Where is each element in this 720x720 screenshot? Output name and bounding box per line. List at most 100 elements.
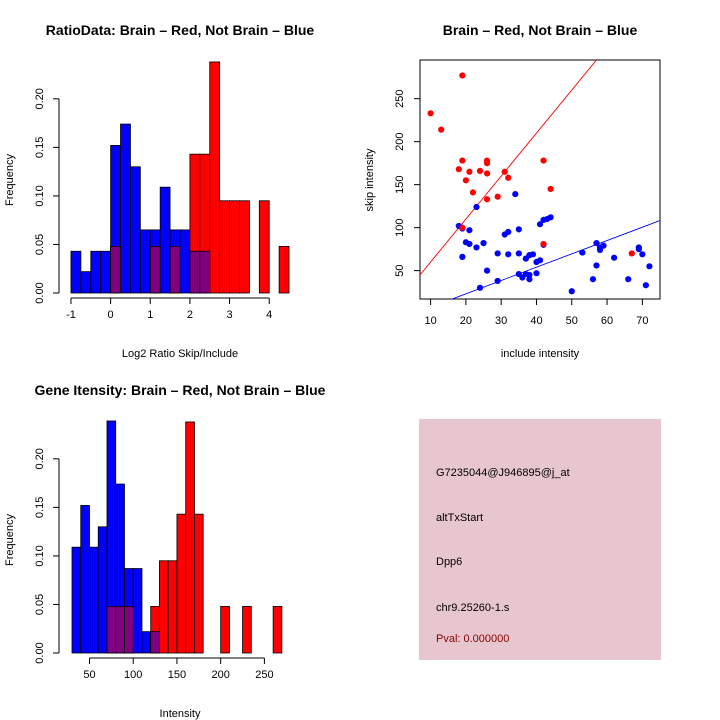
scatter-blue-point-43	[611, 254, 618, 261]
scatter-x-tick-label-1: 20	[460, 315, 472, 327]
scatter-red-point-3	[455, 166, 462, 173]
probe-id-text: G7235044@J946895@j_at	[436, 467, 570, 479]
scatter-blue-point-27	[533, 270, 540, 277]
scatter-plot-panel: Brain – Red, Not Brain – Blue include in…	[364, 22, 661, 360]
scatter-red-point-12	[494, 193, 501, 200]
scatter-x-tick-label-3: 40	[530, 315, 542, 327]
ratio-overlap-bar-13	[199, 250, 211, 294]
scatter-blue-point-44	[625, 276, 632, 283]
scatter-red-point-20	[628, 250, 635, 257]
intensity-blue-bar-2	[89, 546, 99, 654]
intensity-red-bar-6	[176, 513, 187, 654]
intensity-red-bar-11	[272, 606, 283, 654]
scatter-red-point-5	[462, 177, 469, 184]
scatter-blue-point-3	[466, 227, 473, 234]
scatter-plot-box	[419, 59, 661, 300]
intensity-red-bar-4	[159, 560, 169, 654]
scatter-y-tick-label-4: 250	[394, 90, 406, 108]
scatter-x-axis-label: include intensity	[501, 348, 580, 360]
scatter-blue-point-11	[494, 277, 501, 285]
ratio-blue-bar-1	[80, 271, 92, 294]
intensity-red-bar-10	[242, 606, 252, 654]
location-text: chr9.25260-1.s	[436, 602, 510, 614]
scatter-blue-point-42	[596, 244, 604, 251]
scatter-red-point-13	[501, 168, 508, 175]
ratio-blue-bar-6	[130, 166, 141, 294]
scatter-points	[420, 60, 660, 299]
scatter-red-point-4	[459, 157, 466, 164]
ratio-x-tick-label-4: 3	[226, 309, 232, 321]
scatter-red-point-16	[547, 185, 554, 193]
ratio-blue-bar-3	[100, 250, 112, 294]
ratio-overlap-bar-10	[169, 245, 181, 294]
intensity-x-tick-label-0: 50	[83, 669, 95, 681]
intensity-x-tick-label-2: 150	[168, 669, 186, 681]
scatter-red-point-11	[483, 170, 491, 177]
scatter-blue-point-9	[483, 267, 491, 274]
ratio-x-tick-label-5: 4	[266, 309, 272, 321]
intensity-y-tick-label-2: 0.10	[34, 545, 46, 566]
ratio-y-tick-label-3: 0.15	[34, 137, 46, 158]
intensity-y-tick-label-0: 0.00	[34, 642, 46, 663]
scatter-blue-point-6	[473, 244, 480, 251]
scatter-blue-point-18	[515, 250, 522, 257]
info-background	[419, 419, 661, 660]
ratio-y-tick-label-1: 0.05	[34, 234, 46, 255]
intensity-overlap-bar-5	[115, 606, 125, 654]
scatter-red-point-1	[438, 126, 445, 133]
scatter-axes: 10 20 30 40 50 60 70 50 100 150 200 250	[394, 90, 648, 327]
scatter-blue-point-30	[536, 257, 544, 264]
scatter-blue-point-19	[515, 226, 522, 233]
scatter-blue-point-39	[593, 262, 600, 269]
scatter-blue-point-36	[579, 249, 586, 256]
scatter-red-point-19	[483, 196, 491, 203]
scatter-y-axis-label: skip intensity	[364, 148, 376, 211]
intensity-chart-title: Gene Itensity: Brain – Red, Not Brain – …	[35, 382, 326, 398]
intensity-red-bar-8	[194, 513, 204, 654]
ratio-x-tick-label-1: 0	[108, 309, 114, 321]
scatter-blue-point-4	[466, 240, 473, 248]
info-panel: G7235044@J946895@j_at altTxStart Dpp6 ch…	[419, 419, 661, 660]
ratio-histogram-panel: RatioData: Brain – Red, Not Brain – Blue…	[4, 22, 314, 360]
intensity-y-tick-label-4: 0.20	[34, 448, 46, 469]
ratio-blue-bar-0	[70, 250, 82, 294]
scatter-x-tick-label-4: 50	[566, 315, 578, 327]
ratio-axes: -1 0 1 2 3 4 0.00 0.05 0.10 0.15 0.20	[34, 88, 272, 321]
scatter-blue-point-34	[543, 215, 551, 223]
scatter-blue-point-35	[568, 288, 575, 295]
intensity-overlap-bar-4	[106, 606, 117, 654]
intensity-overlap-bar-6	[124, 606, 134, 654]
intensity-y-axis-label: Frequency	[4, 514, 16, 566]
scatter-x-tick-label-0: 10	[424, 315, 436, 327]
intensity-blue-bar-3	[97, 526, 108, 654]
ratio-x-axis-label: Log2 Ratio Skip/Include	[122, 348, 238, 360]
scatter-blue-point-29	[536, 221, 544, 228]
intensity-blue-bar-7	[132, 568, 143, 654]
ratio-y-tick-label-4: 0.20	[34, 88, 46, 109]
scatter-fit-line-blue	[450, 220, 660, 299]
ratio-red-bar-8	[239, 200, 250, 294]
scatter-blue-point-8	[480, 240, 487, 247]
scatter-blue-point-14	[505, 251, 512, 258]
scatter-blue-point-49	[635, 244, 642, 251]
intensity-axes: 50 100 150 200 250 0.00 0.05 0.10 0.15 0.20	[34, 448, 274, 681]
scatter-y-tick-label-1: 100	[394, 218, 406, 236]
scatter-blue-point-47	[642, 282, 649, 289]
ratio-red-bar-6	[219, 200, 230, 294]
intensity-overlap-bar-9	[150, 631, 160, 654]
scatter-blue-point-38	[593, 240, 600, 247]
scatter-red-point-8	[476, 167, 484, 175]
ratio-y-tick-label-0: 0.00	[34, 282, 46, 303]
scatter-blue-point-12	[494, 250, 501, 257]
ratio-overlap-bar-4	[110, 245, 121, 294]
scatter-x-tick-label-5: 60	[601, 315, 613, 327]
scatter-red-point-15	[540, 157, 547, 164]
intensity-y-tick-label-1: 0.05	[34, 594, 46, 615]
ratio-blue-bar-7	[139, 229, 151, 294]
intensity-red-bar-5	[167, 560, 178, 654]
ratio-red-bar-7	[229, 200, 240, 294]
ratio-x-tick-label-0: -1	[66, 309, 76, 321]
scatter-x-tick-label-2: 30	[495, 315, 507, 327]
scatter-red-point-0	[427, 110, 434, 117]
